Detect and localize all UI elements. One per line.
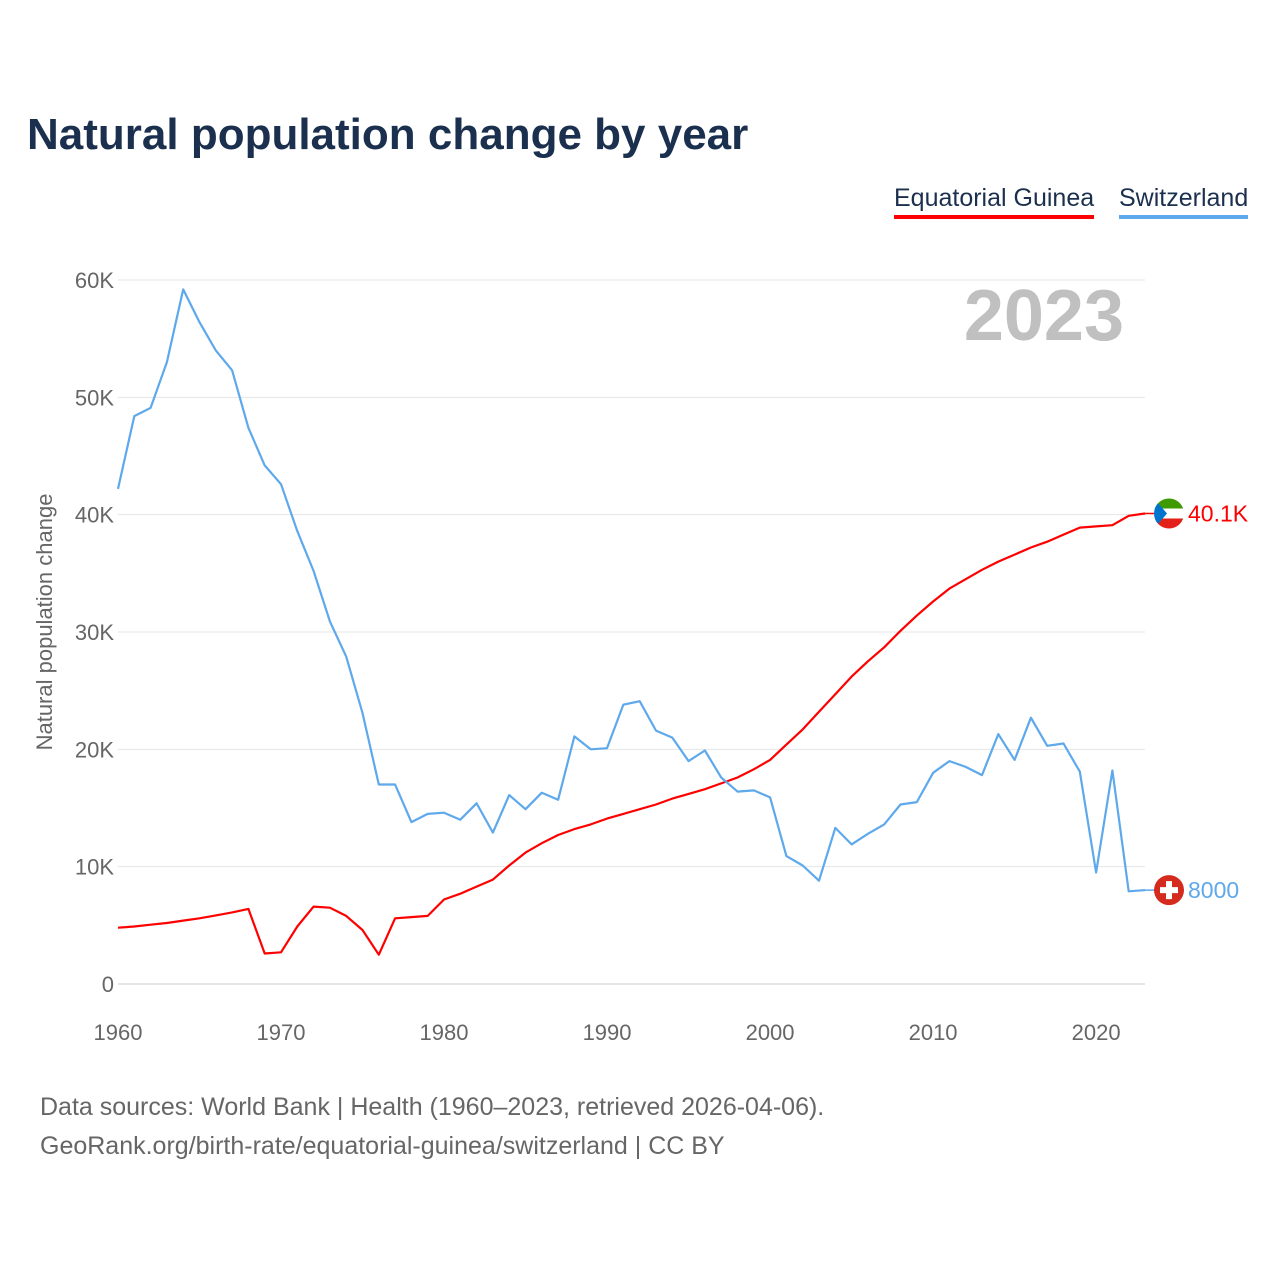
y-tick-label: 30K [75, 620, 114, 645]
flag-stripe [1154, 508, 1184, 519]
x-tick-label: 2000 [746, 1020, 795, 1045]
flag-stripe [1154, 518, 1184, 529]
x-tick-label: 1990 [583, 1020, 632, 1045]
end-value-label: 40.1K [1188, 500, 1249, 526]
y-tick-label: 0 [102, 972, 114, 997]
x-tick-label: 1970 [257, 1020, 306, 1045]
year-watermark: 2023 [964, 276, 1124, 356]
x-tick-label: 1980 [420, 1020, 469, 1045]
y-tick-label: 20K [75, 737, 114, 762]
series-line-switzerland [116, 288, 1146, 893]
end-value-label: 8000 [1188, 877, 1239, 903]
flag-equatorial-guinea-icon [1154, 498, 1184, 529]
footer-sources: Data sources: World Bank | Health (1960–… [40, 1093, 825, 1121]
y-tick-label: 10K [75, 855, 114, 880]
x-tick-label: 2020 [1072, 1020, 1121, 1045]
flag-stripe [1154, 498, 1184, 509]
y-tick-label: 40K [75, 503, 114, 528]
flag-triangle [1154, 498, 1167, 529]
x-tick-label: 1960 [94, 1020, 143, 1045]
y-tick-label: 50K [75, 385, 114, 410]
flag-switzerland-icon [1154, 875, 1184, 906]
x-tick-label: 2010 [909, 1020, 958, 1045]
legend-equatorial-guinea[interactable]: Equatorial Guinea [894, 184, 1095, 219]
y-tick-label: 60K [75, 268, 114, 293]
flag-cross [1166, 881, 1172, 900]
y-axis-label: Natural population change [32, 494, 57, 751]
legend-switzerland[interactable]: Switzerland [1119, 184, 1249, 219]
series-line-equatorial-guinea [117, 512, 1146, 956]
footer: Data sources: World Bank | Health (1960–… [40, 1088, 824, 1166]
footer-url[interactable]: GeoRank.org/birth-rate/equatorial-guinea… [40, 1132, 725, 1160]
chart-title: Natural population change by year [27, 110, 749, 159]
flag-body [1154, 498, 1184, 529]
